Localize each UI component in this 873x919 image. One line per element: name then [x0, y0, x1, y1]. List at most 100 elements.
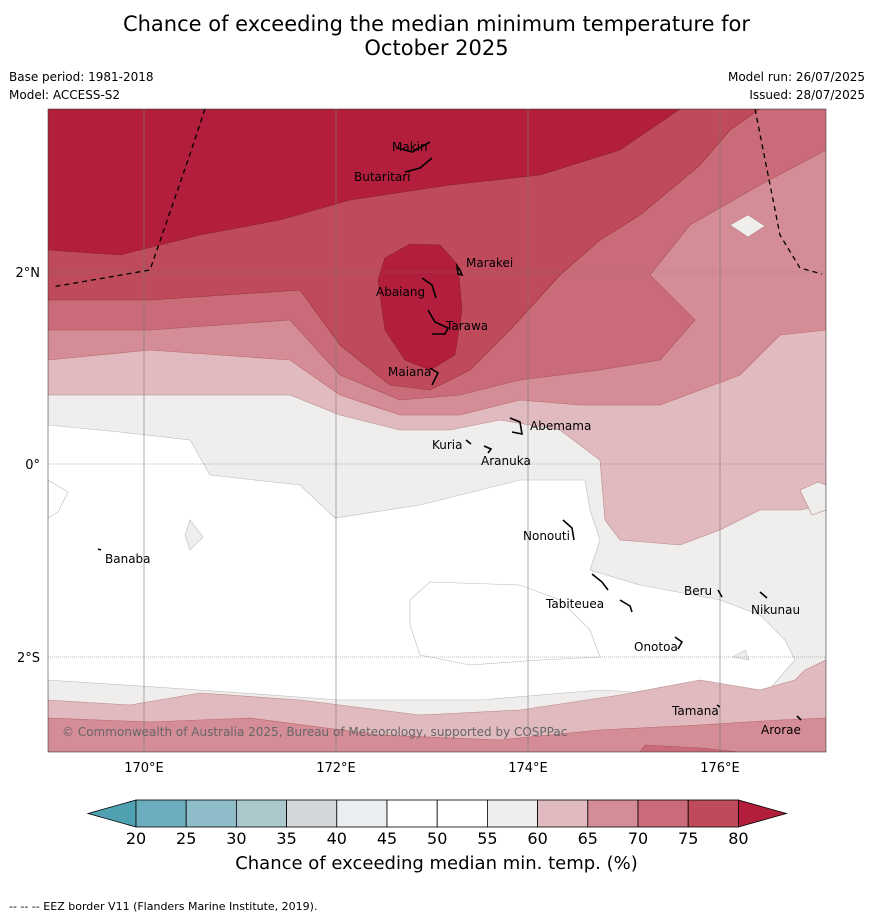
lat-label-2n: 2°N: [16, 266, 41, 281]
island-abaiang: [421, 277, 437, 299]
place-label-tarawa: Tarawa: [445, 319, 488, 333]
legend-tick-label: 75: [678, 829, 698, 848]
legend-tick-label: 50: [427, 829, 447, 848]
island-marakei: [455, 263, 464, 277]
eez-border-west: [51, 108, 206, 288]
legend-tick-label: 70: [628, 829, 648, 848]
place-label-abemama: Abemama: [530, 419, 591, 433]
lon-label-174: 174°E: [508, 761, 548, 776]
island-makin: [397, 141, 431, 153]
legend-tick-label: 35: [276, 829, 296, 848]
island-butaritari: [404, 157, 433, 173]
legend-swatch: [386, 799, 438, 828]
legend-tick-label: 40: [327, 829, 347, 848]
legend-tick-label: 55: [477, 829, 497, 848]
band-70-75-south: [639, 744, 741, 752]
place-label-arorae: Arorae: [761, 723, 801, 737]
island-tabiteuea-south: [619, 599, 633, 613]
islet-right-edge: [799, 481, 826, 516]
legend-swatch: [587, 799, 639, 828]
band-80-plus-core: [377, 243, 463, 371]
place-label-onotoa: Onotoa: [634, 640, 678, 654]
legend-ticks: 20 25 30 35 40 45 50 55 60 65 70 75 80: [126, 829, 749, 848]
forecast-map: Makin Butaritari Marakei Abaiang Tarawa …: [16, 108, 827, 776]
model-run: Model run: 26/07/2025: [727, 70, 865, 84]
island-aranuka: [483, 445, 493, 454]
island-arorae: [796, 715, 802, 721]
island-abemama: [509, 417, 523, 436]
band-65-70-south: [48, 717, 826, 752]
legend-tick-label: 65: [578, 829, 598, 848]
place-label-tamana: Tamana: [671, 704, 719, 718]
band-45-55-islet: [48, 479, 69, 519]
legend-swatch: [637, 799, 689, 828]
footer-note: -- -- -- EEZ border V11 (Flanders Marine…: [9, 900, 318, 913]
legend-tick-label: 45: [377, 829, 397, 848]
meta-left: Base period: 1981-2018 Model: ACCESS-S2: [9, 68, 154, 104]
map-frame: [47, 108, 827, 753]
place-label-kuria: Kuria: [432, 438, 463, 452]
eez-border-east: [754, 108, 823, 275]
lon-label-176: 176°E: [700, 761, 740, 776]
islands: [97, 141, 802, 721]
gridlines: [48, 109, 826, 752]
island-tamana: [716, 704, 721, 708]
legend-swatch: [486, 799, 538, 828]
title-line-2: October 2025: [364, 36, 509, 60]
islet-west: [184, 519, 204, 551]
lon-label-170: 170°E: [124, 761, 164, 776]
island-nonouti: [562, 519, 575, 541]
legend-extend-high: [738, 799, 788, 828]
island-maiana: [429, 367, 440, 386]
legend-tick-label: 80: [728, 829, 748, 848]
island-onotoa: [674, 636, 684, 650]
issued-date: Issued: 28/07/2025: [749, 88, 865, 102]
model-name: Model: ACCESS-S2: [9, 88, 121, 102]
legend-swatch: [537, 799, 589, 828]
legend-swatch: [286, 799, 338, 828]
place-label-marakei: Marakei: [466, 256, 513, 270]
place-label-nonouti: Nonouti: [523, 529, 570, 543]
legend-swatch: [687, 799, 739, 828]
island-banaba: [97, 548, 102, 551]
legend-swatch: [336, 799, 388, 828]
legend-tick-label: 30: [226, 829, 246, 848]
contour-fills: [48, 109, 826, 752]
place-label-butaritari: Butaritari: [354, 170, 411, 184]
legend-colorbar: 20 25 30 35 40 45 50 55 60 65 70 75 80: [86, 799, 788, 848]
island-tarawa: [427, 309, 450, 335]
title-line-1: Chance of exceeding the median minimum t…: [122, 12, 751, 36]
place-label-abaiang: Abaiang: [376, 285, 425, 299]
meta-right: Model run: 26/07/2025 Issued: 28/07/2025: [728, 68, 865, 104]
island-kuria: [465, 439, 472, 445]
island-beru: [717, 589, 723, 598]
legend-extend-low: [86, 799, 137, 828]
legend-tick-label: 20: [126, 829, 146, 848]
place-label-banaba: Banaba: [105, 552, 151, 566]
band-45-55-pocket: [409, 581, 601, 666]
legend-blocks: [86, 799, 788, 828]
legend-swatch: [436, 799, 488, 828]
map-title: Chance of exceeding the median minimum t…: [0, 12, 873, 60]
place-label-tabiteuea: Tabiteuea: [545, 597, 604, 611]
lat-label-2s: 2°S: [17, 651, 40, 666]
lon-label-172: 172°E: [316, 761, 356, 776]
eez-borders: [51, 108, 823, 288]
base-period: Base period: 1981-2018: [9, 70, 154, 84]
legend-tick-label: 60: [527, 829, 547, 848]
legend-swatch: [135, 799, 187, 828]
legend-swatch: [185, 799, 237, 828]
copyright-text: © Commonwealth of Australia 2025, Bureau…: [62, 725, 567, 739]
island-nikunau: [759, 591, 768, 599]
place-label-nikunau: Nikunau: [751, 603, 800, 617]
place-label-aranuka: Aranuka: [481, 454, 531, 468]
lat-label-0: 0°: [25, 458, 40, 473]
island-tabiteuea-north: [591, 573, 609, 591]
legend-swatch: [235, 799, 287, 828]
islet-east: [729, 214, 766, 238]
place-label-beru: Beru: [684, 584, 712, 598]
islet-south: [732, 649, 750, 661]
legend-label: Chance of exceeding median min. temp. (%…: [235, 853, 638, 874]
band-80-plus: [48, 109, 681, 256]
place-label-maiana: Maiana: [388, 365, 431, 379]
